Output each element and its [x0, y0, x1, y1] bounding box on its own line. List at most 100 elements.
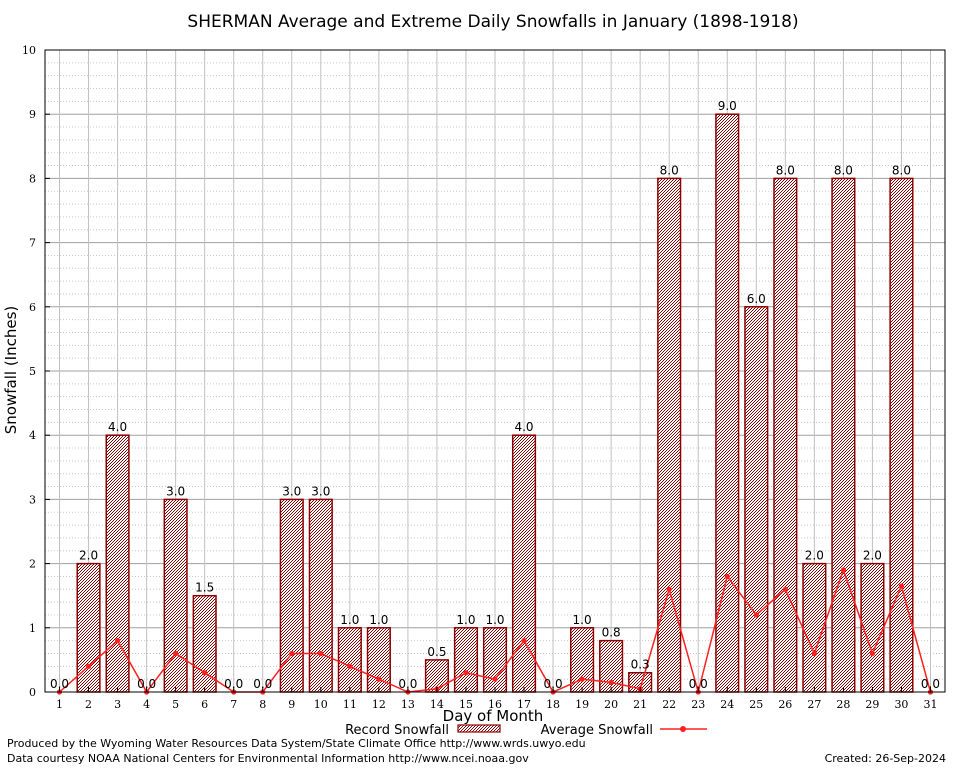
average-point	[173, 650, 179, 657]
y-tick-label: 2	[29, 558, 36, 571]
legend-record-label: Record Snowfall	[345, 723, 449, 738]
x-tick-label: 16	[488, 698, 502, 711]
bar-value-label: 2.0	[863, 549, 882, 563]
bar-value-label: 0.8	[602, 626, 621, 640]
y-axis-title: Snowfall (Inches)	[2, 306, 20, 434]
bar-value-label: 3.0	[311, 484, 330, 498]
bar-value-label: 1.0	[573, 613, 592, 627]
record-bar	[802, 562, 827, 693]
bar-value-label: 0.0	[137, 677, 156, 691]
record-bar	[860, 562, 885, 693]
x-tick-label: 5	[172, 698, 179, 711]
average-point	[869, 650, 876, 657]
bar-value-label: 3.0	[166, 484, 185, 498]
x-tick-label: 10	[314, 698, 328, 711]
created-date: Created: 26-Sep-2024	[824, 752, 946, 765]
record-bar	[308, 498, 333, 693]
y-tick-label: 5	[29, 365, 36, 378]
average-point	[898, 583, 905, 589]
average-point	[608, 679, 614, 685]
record-bar	[831, 177, 856, 693]
x-tick-label: 31	[923, 698, 937, 711]
average-point	[753, 612, 759, 618]
bar-value-label: 0.0	[544, 677, 563, 691]
y-tick-label: 6	[29, 301, 36, 314]
x-tick-label: 12	[372, 698, 386, 711]
bar-value-label: 4.0	[514, 420, 533, 434]
bar-value-label: 1.0	[369, 613, 388, 627]
average-point	[114, 638, 121, 644]
record-bar	[773, 177, 798, 693]
legend-record-swatch	[457, 724, 501, 733]
x-tick-label: 21	[633, 698, 647, 711]
produced-by-note: Produced by the Wyoming Water Resources …	[7, 737, 586, 750]
x-tick-label: 9	[288, 698, 295, 711]
average-point	[492, 676, 498, 682]
x-tick-label: 11	[343, 698, 357, 711]
bar-value-label: 8.0	[660, 163, 679, 177]
x-tick-label: 6	[201, 698, 208, 711]
average-point	[521, 638, 527, 644]
x-tick-label: 4	[143, 698, 150, 711]
bar-value-label: 9.0	[718, 99, 737, 113]
record-bar	[744, 306, 769, 693]
bar-value-label: 8.0	[776, 163, 795, 177]
x-tick-label: 23	[691, 698, 705, 711]
average-point	[579, 676, 585, 682]
bar-value-labels: 0.0 2.0 4.0 0.0 3.0 1.5 0.0 0.0 3.0 3.0 1.0 1.0 0.0 0…	[50, 99, 940, 691]
average-point	[85, 663, 92, 669]
average-point	[724, 573, 730, 580]
bar-value-label: 3.0	[282, 484, 301, 498]
bar-value-label: 2.0	[805, 549, 824, 563]
bar-value-label: 0.5	[427, 645, 446, 659]
y-tick-label: 0	[29, 686, 36, 699]
average-point	[202, 670, 208, 676]
average-point	[782, 586, 788, 592]
bar-value-label: 0.0	[689, 677, 708, 691]
bar-value-label: 8.0	[834, 163, 853, 177]
x-tick-label: 30	[894, 698, 908, 711]
x-tick-label: 20	[604, 698, 618, 711]
bar-value-label: 1.0	[456, 613, 475, 627]
x-tick-label: 24	[720, 698, 734, 711]
data-courtesy-note: Data courtesy NOAA National Centers for …	[7, 752, 529, 765]
x-tick-label: 14	[430, 698, 444, 711]
average-point	[376, 676, 382, 682]
x-tick-label: 19	[575, 698, 589, 711]
bar-value-label: 4.0	[108, 420, 127, 434]
y-tick-label: 4	[29, 429, 36, 442]
y-tick-label: 8	[29, 172, 36, 185]
bar-value-label: 0.0	[50, 677, 69, 691]
bar-value-label: 2.0	[79, 549, 98, 563]
average-point	[811, 650, 817, 657]
bar-value-label: 0.0	[253, 677, 272, 691]
y-tick-label: 9	[29, 108, 36, 121]
x-axis-title: Day of Month	[443, 707, 544, 725]
bar-value-label: 8.0	[892, 163, 911, 177]
bar-value-label: 6.0	[747, 292, 766, 306]
average-point	[347, 663, 353, 669]
y-tick-label: 3	[29, 493, 36, 506]
bar-value-label: 1.5	[195, 581, 214, 595]
x-tick-label: 7	[230, 698, 237, 711]
average-line	[56, 567, 934, 695]
record-bar	[482, 627, 508, 693]
x-tick-label: 3	[114, 698, 121, 711]
x-tick-label: 18	[546, 698, 560, 711]
legend-average-marker	[680, 726, 686, 732]
chart-title: SHERMAN Average and Extreme Daily Snowfa…	[187, 12, 798, 32]
x-tick-label: 1	[56, 698, 63, 711]
bar-value-label: 0.3	[631, 658, 650, 672]
bar-value-label: 1.0	[485, 613, 504, 627]
x-tick-label: 27	[807, 698, 821, 711]
x-tick-label: 17	[517, 698, 531, 711]
legend-average-label: Average Snowfall	[541, 723, 653, 738]
average-point	[666, 586, 672, 592]
x-tick-label: 15	[459, 698, 473, 711]
average-point	[463, 670, 469, 676]
x-tick-label: 2	[85, 698, 92, 711]
record-bar	[337, 627, 362, 693]
x-tick-label: 28	[836, 698, 850, 711]
